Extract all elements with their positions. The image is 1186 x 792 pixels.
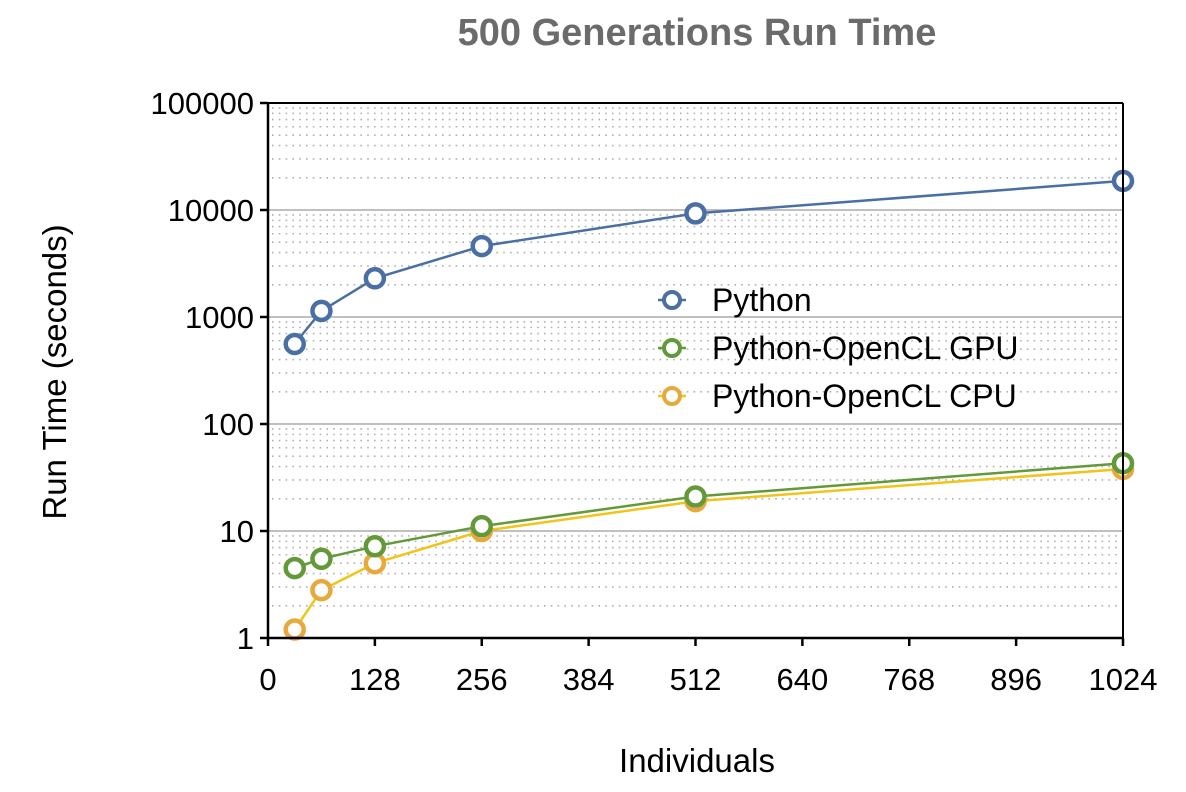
data-point [684,485,707,508]
series-line [293,179,1124,345]
data-point [684,202,707,225]
data-point [363,267,387,290]
data-point [470,514,493,538]
series-python [283,169,1135,356]
data-point [283,618,306,641]
data-point [283,556,306,580]
legend-label: Python [712,282,812,318]
x-tick-label: 256 [456,662,508,697]
legend-item: Python-OpenCL CPU [658,378,1017,414]
data-point [363,535,387,558]
legend-item: Python [658,282,812,318]
y-tick-label: 1 [237,621,254,656]
legend-label: Python-OpenCL CPU [712,378,1017,414]
x-tick-label: 0 [259,662,276,697]
x-tick-label: 768 [883,662,935,697]
series-line [293,467,1124,631]
y-tick-labels: 1 10 100 1000 10000 100000 [151,86,254,656]
chart-title: 500 Generations Run Time [458,12,937,54]
y-tick-label: 1000 [185,300,254,335]
data-point [470,234,493,258]
legend-marker [662,290,682,310]
series-python-opencl-cpu [283,457,1135,641]
y-axis-label: Run Time (seconds) [36,224,73,519]
x-tick-label: 640 [777,662,829,697]
x-tick-label: 896 [990,662,1042,697]
data-point [310,547,333,571]
legend-label: Python-OpenCL GPU [712,330,1019,366]
series-python-opencl-gpu [283,451,1135,580]
data-point [283,332,306,356]
legend-marker [662,338,682,358]
data-point [310,299,333,323]
x-tick-labels: 0 128 256 384 512 640 768 896 1024 [259,662,1157,697]
legend: Python Python-OpenCL GPU Python-OpenCL CPU [658,282,1019,414]
x-tick-label: 1024 [1089,662,1158,697]
legend-marker [662,386,682,406]
y-tick-label: 10 [220,514,254,549]
data-point [310,578,333,602]
x-axis-label: Individuals [619,742,775,779]
axes [260,101,1125,646]
x-tick-label: 384 [563,662,615,697]
y-tick-label: 100 [202,407,254,442]
legend-item: Python-OpenCL GPU [658,330,1019,366]
x-tick-label: 128 [349,662,401,697]
y-tick-label: 100000 [151,86,254,121]
y-tick-label: 10000 [168,193,254,228]
x-tick-label: 512 [670,662,722,697]
